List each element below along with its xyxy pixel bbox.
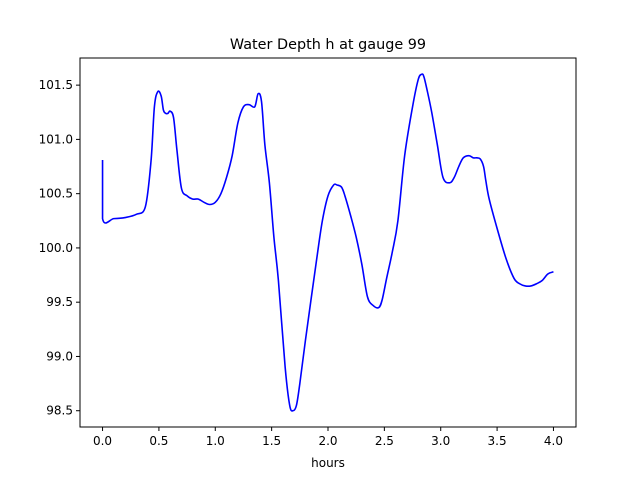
x-axis-ticks: 0.0 0.5 1.0 1.5 2.0 2.5 3.0 3.5 4.0: [93, 427, 563, 448]
water-depth-line: [101, 73, 554, 412]
x-axis-label: hours: [311, 456, 345, 470]
y-tick-label: 99.5: [46, 295, 73, 309]
chart-title: Water Depth h at gauge 99: [230, 37, 426, 53]
x-tick-label: 3.5: [488, 434, 507, 448]
x-tick-label: 0.5: [149, 434, 168, 448]
plot-area: [101, 73, 554, 412]
x-tick-label: 4.0: [544, 434, 563, 448]
axes-frame: [79, 57, 577, 428]
y-axis-ticks: 98.5 99.0 99.5 100.0 100.5 101.0 101.5: [39, 78, 80, 418]
y-tick-label: 100.5: [39, 187, 73, 201]
y-tick-label: 101.0: [39, 132, 73, 146]
y-tick-label: 100.0: [39, 241, 73, 255]
x-tick-label: 1.0: [206, 434, 225, 448]
x-tick-label: 2.0: [318, 434, 337, 448]
x-tick-label: 3.0: [431, 434, 450, 448]
y-tick-label: 98.5: [46, 404, 73, 418]
y-tick-label: 99.0: [46, 349, 73, 363]
x-tick-label: 1.5: [262, 434, 281, 448]
y-tick-label: 101.5: [39, 78, 73, 92]
x-tick-label: 2.5: [375, 434, 394, 448]
x-tick-label: 0.0: [93, 434, 112, 448]
